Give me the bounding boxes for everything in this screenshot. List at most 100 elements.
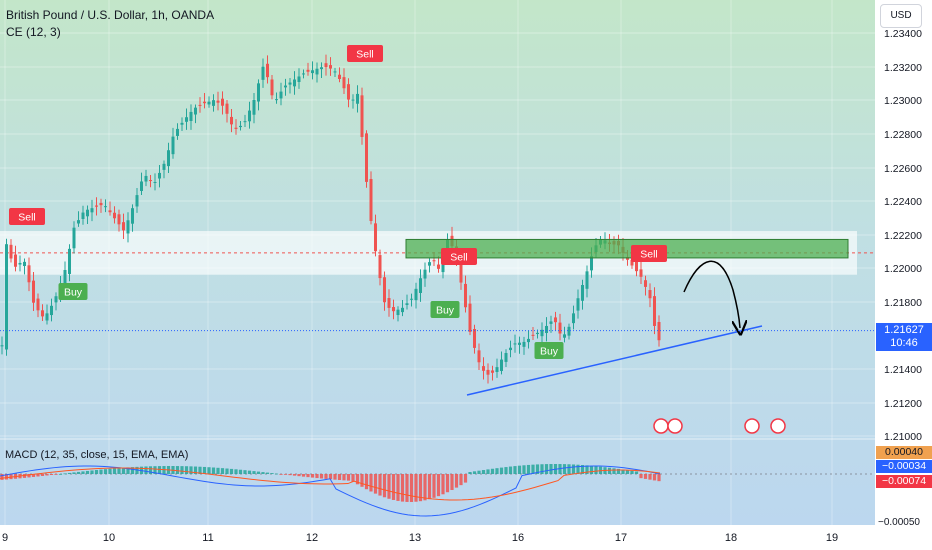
candle-body [482, 366, 485, 371]
macd-histogram-bar [310, 474, 315, 478]
macd-histogram-bar [283, 474, 288, 475]
currency-button[interactable]: USD [880, 4, 922, 28]
price-tick-label: 1.21000 [884, 431, 922, 443]
candle-body [275, 99, 278, 101]
candle-body [225, 103, 229, 114]
candle-body [639, 269, 643, 277]
macd-histogram-bar [153, 466, 157, 474]
indicator-label: CE (12, 3) [6, 25, 61, 39]
candle-body [554, 317, 557, 323]
candle-body [90, 208, 94, 213]
candle-body [401, 307, 404, 313]
candle-body [468, 303, 472, 332]
macd-histogram-bar [427, 474, 432, 500]
macd-histogram-bar [607, 467, 612, 474]
macd-histogram-bar [274, 473, 279, 475]
price-tick-label: 1.23400 [884, 28, 922, 40]
candle-body [212, 100, 215, 106]
macd-histogram-bar [9, 474, 13, 480]
candle-body [41, 310, 44, 317]
macd-histogram-bar [441, 474, 445, 495]
macd-histogram-bar [265, 472, 270, 474]
candle-body [32, 280, 35, 303]
macd-histogram-bar [211, 467, 216, 474]
macd-value-histogram: −0.00074 [876, 475, 932, 488]
macd-histogram-bar [202, 466, 207, 474]
macd-histogram-bar [432, 474, 436, 498]
candle-body [333, 71, 337, 73]
macd-histogram-bar [594, 466, 598, 474]
candle-body [45, 313, 49, 321]
macd-label: MACD (12, 35, close, 15, EMA, EMA) [5, 449, 189, 461]
overlays [0, 238, 875, 434]
candle-body [266, 63, 269, 78]
sell-signal: Sell [347, 45, 383, 62]
candle-body [185, 117, 188, 122]
macd-histogram-bar [333, 474, 337, 480]
candle-body [378, 255, 382, 279]
candle-body [63, 270, 67, 287]
time-tick-label: 10 [103, 532, 115, 544]
signal-box [441, 248, 477, 265]
macd-histogram-bar [315, 474, 319, 479]
macd-histogram-bar [31, 474, 36, 477]
supply-zone [405, 238, 849, 259]
macd-histogram-bar [189, 466, 193, 474]
candle-body [477, 350, 481, 363]
macd-histogram-bar [328, 474, 333, 480]
candle-body [158, 172, 161, 179]
macd-histogram-bar [324, 474, 328, 479]
candle-body [504, 353, 508, 362]
candle-body [320, 67, 323, 70]
signal-text: Buy [64, 287, 83, 299]
signal-box [430, 301, 460, 318]
candle-body [270, 79, 274, 96]
current-price: 1.21627 [884, 324, 924, 336]
macd-histogram-bar [625, 470, 630, 474]
macd-histogram-bar [130, 467, 135, 474]
candle-body [590, 256, 593, 271]
signals: Sell Buy Sell Sell Buy Buy Sell [9, 45, 667, 359]
signal-box [9, 208, 45, 225]
macd-histogram-bar [648, 474, 652, 480]
macd-histogram-bar [634, 471, 639, 474]
candle-body [486, 369, 490, 375]
macd-histogram-bar [576, 464, 580, 474]
candle-body [531, 334, 535, 336]
candle-body [392, 307, 395, 312]
candle-body [252, 100, 256, 115]
macd-histogram-bar [571, 464, 576, 474]
candle-body [203, 101, 206, 104]
macd-line [0, 465, 661, 517]
macd-histogram-bar [562, 464, 567, 474]
price-tick-label: 1.21400 [884, 364, 922, 376]
macd-histogram-bar [4, 474, 9, 480]
price-tick-label: 1.22200 [884, 230, 922, 242]
macd-histogram-bar [544, 464, 549, 474]
macd-pane [0, 438, 875, 517]
macd-histogram-bar [499, 467, 504, 474]
candle-body [396, 309, 400, 316]
candle-body [351, 99, 355, 101]
candle-body [284, 85, 287, 88]
macd-histogram-bar [193, 466, 198, 474]
candle-body [405, 303, 409, 305]
macd-histogram-bar [504, 467, 508, 474]
macd-histogram-bar [220, 468, 225, 474]
macd-histogram-bar [436, 474, 441, 497]
macd-histogram-bar [657, 474, 661, 482]
candle-body [126, 220, 130, 234]
macd-tick-label: −0.00050 [878, 517, 920, 528]
candle-body [302, 73, 305, 75]
candle-body [410, 298, 413, 300]
macd-histogram-bar [117, 468, 121, 474]
macd-histogram-bar [108, 468, 112, 474]
macd-histogram-bar [342, 474, 346, 481]
macd-histogram-bar [85, 470, 90, 474]
signal-text: Sell [18, 212, 36, 224]
macd-histogram-bar [144, 466, 148, 474]
macd-histogram-bar [495, 468, 499, 474]
candle-body [180, 122, 184, 125]
candle-body [293, 79, 296, 87]
